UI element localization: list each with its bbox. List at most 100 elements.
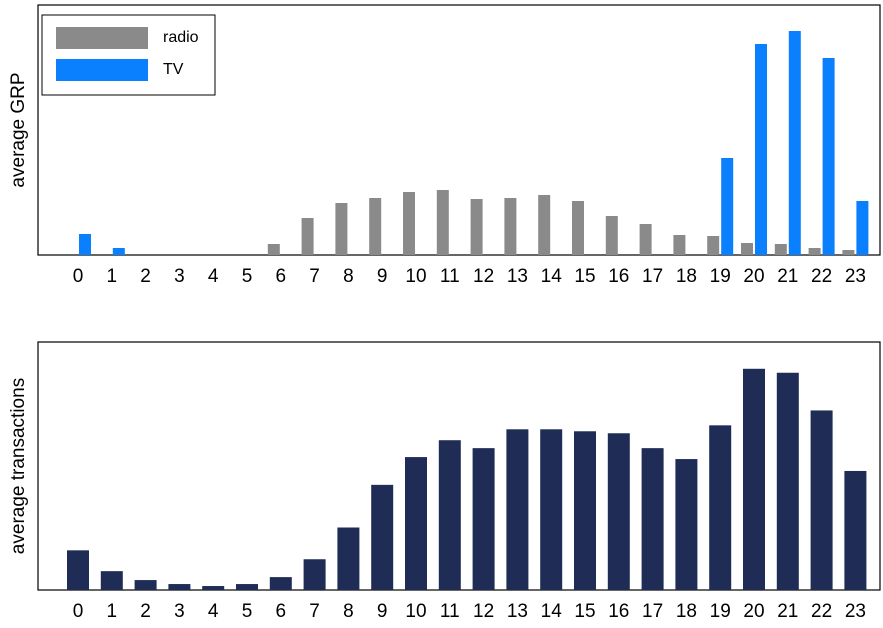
bar [808, 248, 821, 255]
bar [436, 190, 449, 255]
x-tick-label: 13 [507, 601, 528, 622]
x-tick-label: 0 [73, 601, 84, 622]
bar [303, 559, 326, 590]
legend-swatch [56, 59, 148, 81]
x-tick-label: 8 [343, 601, 354, 622]
plot-frame [37, 4, 881, 256]
bar [470, 199, 483, 255]
bar [504, 198, 517, 255]
x-tick-label: 1 [107, 601, 118, 622]
bar [721, 158, 734, 255]
bar [842, 250, 855, 255]
bar [335, 203, 348, 255]
x-tick-label: 15 [574, 601, 595, 622]
legend-label: radio [163, 29, 199, 46]
bar [269, 577, 292, 590]
x-tick-label: 7 [309, 601, 320, 622]
bar [472, 448, 495, 590]
bar [540, 429, 563, 590]
bar [134, 580, 157, 590]
x-tick-label: 13 [507, 266, 528, 287]
x-tick-label: 14 [541, 601, 563, 622]
x-tick-label: 2 [140, 266, 151, 287]
x-tick-label: 6 [276, 601, 287, 622]
legend-swatch [56, 27, 148, 49]
bar [371, 484, 394, 590]
bar [438, 440, 461, 590]
bar [844, 470, 867, 590]
x-tick-label: 22 [811, 266, 832, 287]
bar [403, 192, 415, 255]
bar [607, 433, 630, 590]
x-tick-label: 10 [405, 601, 426, 622]
bar [641, 448, 664, 590]
x-tick-label: 12 [473, 266, 494, 287]
x-tick-label: 3 [174, 601, 185, 622]
x-tick-label: 22 [811, 601, 832, 622]
x-tick-label: 21 [777, 266, 798, 287]
bar [267, 244, 280, 255]
bar [506, 429, 529, 590]
x-tick-label: 11 [440, 601, 460, 622]
bar [100, 571, 123, 590]
bar [822, 58, 835, 255]
legend-label: TV [163, 61, 184, 78]
bar [743, 368, 765, 590]
x-tick-label: 23 [845, 601, 866, 622]
x-tick-label: 20 [743, 601, 764, 622]
x-tick-label: 7 [309, 266, 320, 287]
bar [639, 224, 652, 255]
bar [856, 201, 869, 255]
bar [112, 248, 125, 255]
x-tick-label: 2 [140, 601, 151, 622]
x-tick-label: 5 [242, 601, 253, 622]
x-tick-label: 0 [73, 266, 84, 287]
x-tick-label: 4 [208, 601, 219, 622]
bar [741, 243, 753, 255]
bar [369, 198, 382, 255]
x-tick-label: 20 [743, 266, 764, 287]
bar [67, 550, 89, 590]
x-tick-label: 10 [405, 266, 426, 287]
x-tick-label: 1 [107, 266, 118, 287]
bar [673, 235, 686, 255]
x-tick-label: 8 [343, 266, 354, 287]
y-axis-label: average transactions [8, 378, 29, 554]
bar [168, 584, 191, 590]
x-tick-label: 3 [174, 266, 185, 287]
bar [538, 195, 551, 255]
x-tick-label: 19 [710, 601, 731, 622]
x-tick-label: 21 [777, 601, 798, 622]
bar [202, 586, 225, 590]
bar [301, 218, 314, 255]
bar [572, 201, 584, 255]
x-tick-label: 17 [642, 266, 663, 287]
x-tick-label: 17 [642, 601, 663, 622]
x-tick-label: 16 [608, 266, 629, 287]
x-tick-label: 4 [208, 266, 219, 287]
x-tick-label: 18 [676, 601, 697, 622]
bar [79, 234, 91, 255]
x-tick-label: 5 [242, 266, 253, 287]
x-tick-label: 15 [574, 266, 595, 287]
x-tick-label: 12 [473, 601, 494, 622]
x-tick-label: 14 [541, 266, 563, 287]
x-tick-label: 11 [440, 266, 460, 287]
bar [236, 584, 258, 590]
y-axis-label: average GRP [8, 72, 29, 187]
bar [774, 244, 787, 255]
bar [707, 236, 720, 255]
x-tick-label: 18 [676, 266, 697, 287]
bar [788, 31, 801, 255]
bar [709, 425, 732, 590]
bar [675, 459, 698, 590]
bar [337, 527, 360, 590]
bar [810, 410, 833, 590]
bar [776, 372, 799, 590]
bar [605, 216, 618, 255]
bar [405, 457, 427, 590]
x-tick-label: 23 [845, 266, 866, 287]
x-tick-label: 6 [276, 266, 287, 287]
x-tick-label: 19 [710, 266, 731, 287]
